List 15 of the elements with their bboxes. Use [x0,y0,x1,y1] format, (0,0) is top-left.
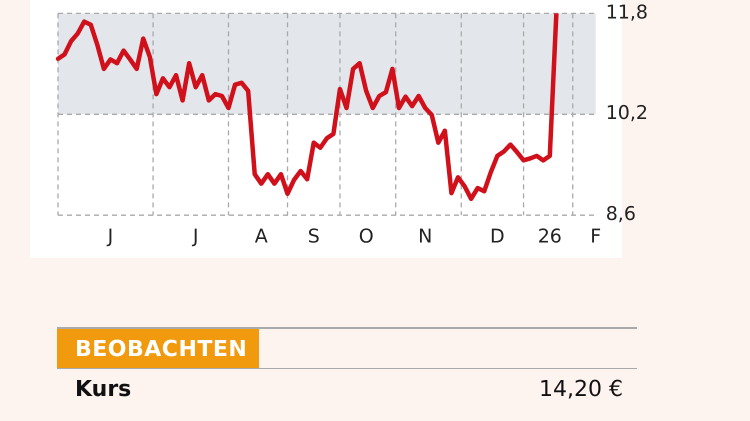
text: BEOBACHTEN [57,329,260,368]
x-tick-label: J [192,226,199,248]
y-tick-label: 8,6 [606,203,636,226]
y-tick-label: 11,8 [606,1,648,24]
x-tick-label: N [418,226,432,248]
x-tick-label: D [490,226,505,248]
y-tick-label: 10,2 [606,102,648,124]
x-tick-label: A [254,226,268,248]
x-tick-label: J [106,226,114,248]
x-tick-label: F [590,226,602,248]
text: 14,20 € [539,377,623,402]
text: Kurs [75,377,132,402]
x-tick-label: S [308,226,320,248]
x-tick-label: 26 [538,226,562,248]
x-tick-label: O [358,226,374,248]
